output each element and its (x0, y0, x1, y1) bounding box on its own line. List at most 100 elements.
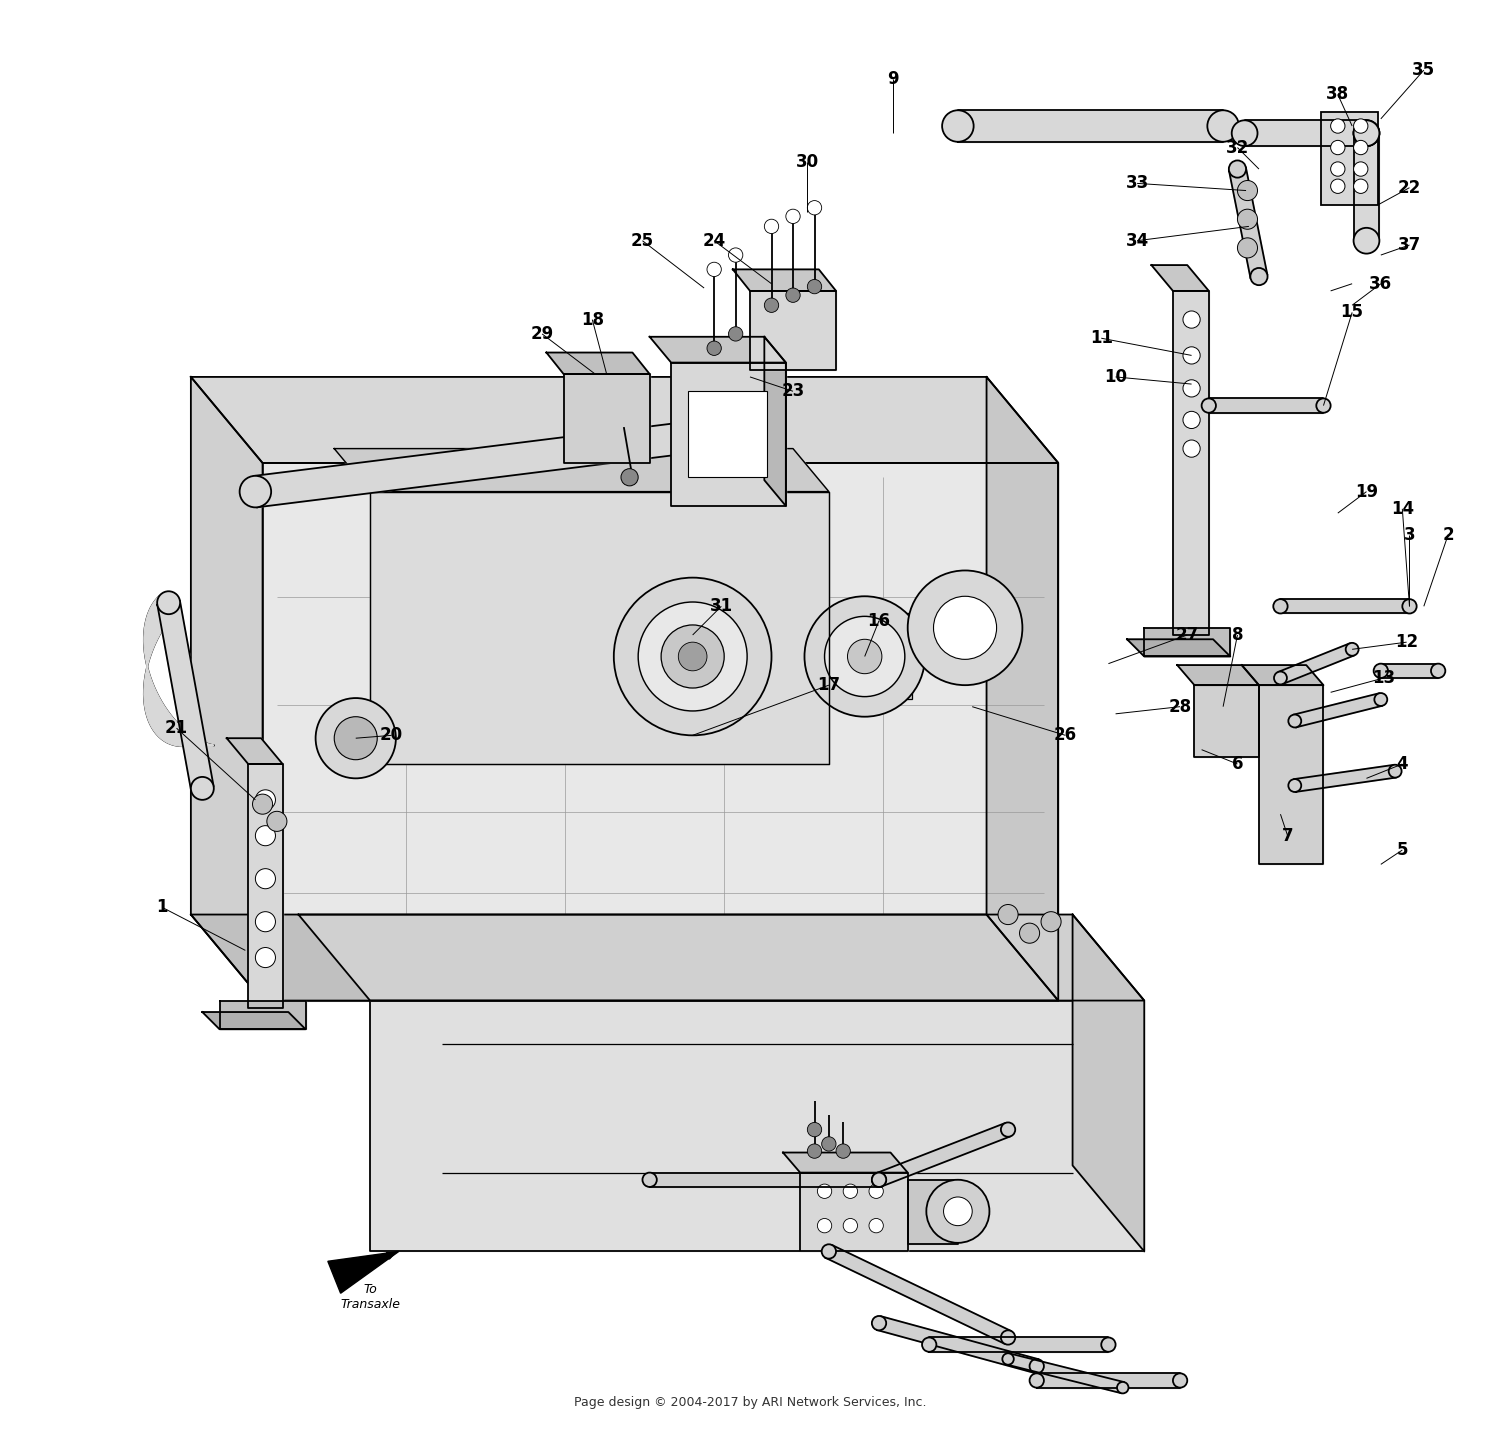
Polygon shape (1382, 663, 1438, 678)
Circle shape (942, 110, 974, 141)
Circle shape (1002, 1353, 1014, 1364)
Circle shape (847, 639, 882, 673)
Circle shape (1353, 120, 1380, 146)
Polygon shape (1126, 639, 1230, 656)
Text: 13: 13 (1372, 669, 1395, 686)
Text: Page design © 2004-2017 by ARI Network Services, Inc.: Page design © 2004-2017 by ARI Network S… (573, 1396, 926, 1409)
Circle shape (1184, 348, 1200, 363)
Text: 31: 31 (710, 597, 734, 616)
Polygon shape (908, 1180, 958, 1244)
Polygon shape (226, 738, 282, 764)
Polygon shape (1293, 694, 1383, 727)
Text: 19: 19 (1354, 483, 1378, 500)
Bar (688, 391, 766, 477)
Circle shape (1202, 398, 1216, 412)
Circle shape (706, 262, 722, 277)
Circle shape (1000, 1331, 1016, 1344)
Circle shape (1208, 110, 1239, 141)
Polygon shape (328, 1252, 399, 1293)
Text: 11: 11 (1089, 329, 1113, 348)
Circle shape (1353, 228, 1380, 254)
Circle shape (699, 418, 730, 450)
Polygon shape (1178, 665, 1258, 685)
Polygon shape (1036, 1373, 1180, 1387)
Polygon shape (144, 596, 214, 746)
Circle shape (786, 288, 800, 303)
Circle shape (1020, 923, 1040, 943)
Circle shape (1353, 120, 1380, 146)
Circle shape (868, 1218, 883, 1233)
Polygon shape (1294, 764, 1396, 792)
Circle shape (621, 469, 638, 486)
Text: 5: 5 (1396, 841, 1408, 859)
Polygon shape (1072, 914, 1144, 1252)
Polygon shape (1278, 643, 1354, 684)
Text: 14: 14 (1390, 500, 1414, 518)
Polygon shape (202, 1012, 306, 1030)
Circle shape (252, 795, 273, 815)
Text: 20: 20 (380, 727, 404, 744)
Polygon shape (262, 463, 1058, 1001)
Text: 7: 7 (1282, 826, 1293, 845)
Circle shape (868, 1184, 883, 1198)
Polygon shape (1242, 665, 1323, 685)
Polygon shape (825, 1244, 1011, 1344)
Text: 35: 35 (1413, 61, 1436, 79)
Text: 18: 18 (580, 310, 604, 329)
Circle shape (1238, 209, 1257, 229)
Polygon shape (1353, 133, 1380, 241)
Text: 36: 36 (1370, 275, 1392, 293)
Polygon shape (800, 1172, 907, 1252)
Polygon shape (190, 376, 262, 1001)
Polygon shape (670, 362, 786, 506)
Text: 10: 10 (1104, 368, 1126, 386)
Circle shape (1288, 779, 1300, 792)
Circle shape (807, 1122, 822, 1136)
Circle shape (1238, 180, 1257, 200)
Text: 2: 2 (1443, 526, 1454, 544)
Circle shape (1101, 1338, 1116, 1351)
Polygon shape (1173, 291, 1209, 634)
Circle shape (158, 591, 180, 614)
Circle shape (822, 1244, 836, 1259)
Circle shape (1353, 140, 1368, 154)
Circle shape (1238, 238, 1257, 258)
Circle shape (729, 248, 742, 262)
Text: 28: 28 (1168, 698, 1191, 715)
Circle shape (807, 1144, 822, 1158)
Circle shape (1431, 663, 1446, 678)
Circle shape (706, 342, 722, 355)
Circle shape (825, 616, 904, 696)
Text: 8: 8 (1232, 626, 1244, 645)
Circle shape (807, 280, 822, 294)
Circle shape (807, 200, 822, 215)
Circle shape (1251, 268, 1268, 286)
Circle shape (1041, 911, 1060, 932)
Text: 12: 12 (1395, 633, 1417, 652)
Circle shape (1173, 1373, 1188, 1387)
Circle shape (240, 476, 272, 508)
Circle shape (818, 1184, 831, 1198)
Text: 34: 34 (1125, 232, 1149, 249)
Bar (819, 613, 912, 699)
Polygon shape (928, 1338, 1108, 1351)
Polygon shape (650, 1172, 879, 1187)
Circle shape (927, 1180, 990, 1243)
Polygon shape (334, 448, 830, 492)
Circle shape (1330, 140, 1346, 154)
Circle shape (255, 911, 276, 932)
Circle shape (1288, 715, 1300, 727)
Circle shape (1184, 411, 1200, 428)
Text: 16: 16 (867, 611, 891, 630)
Text: 38: 38 (1326, 85, 1350, 104)
Circle shape (944, 1197, 972, 1226)
Polygon shape (546, 352, 650, 373)
Circle shape (765, 298, 778, 313)
Circle shape (786, 209, 800, 224)
Polygon shape (1007, 1354, 1124, 1393)
Text: 3: 3 (1404, 526, 1416, 544)
Circle shape (1184, 440, 1200, 457)
Polygon shape (1209, 398, 1323, 412)
Circle shape (1330, 118, 1346, 133)
Text: 29: 29 (531, 324, 554, 343)
